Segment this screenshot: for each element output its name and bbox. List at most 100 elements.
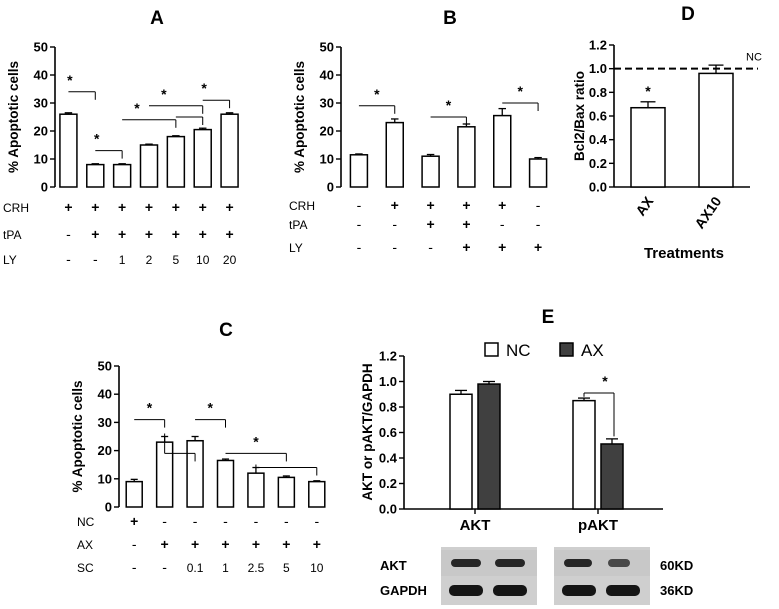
bar — [193, 128, 212, 188]
y-tick-label: 1.2 — [589, 38, 607, 53]
bar — [247, 472, 265, 508]
treatment-cell: + — [130, 513, 138, 529]
significance-mark: * — [67, 72, 73, 88]
y-tick-label: 40 — [320, 68, 334, 83]
treatment-cell: + — [145, 199, 153, 215]
treatment-row-label: LY — [3, 253, 17, 267]
treatment-cell: 0.1 — [187, 561, 204, 575]
treatment-cell: + — [225, 199, 233, 215]
y-tick-label: 20 — [320, 124, 334, 139]
treatment-row-label: NC — [77, 515, 95, 529]
panel-d: D 0.0 0.2 0.4 0.6 0.8 1.0 1.2 Bcl2/Bax ratio * NC A… — [572, 4, 762, 262]
y-tick-label: 0.6 — [379, 425, 397, 440]
treatment-cell: + — [91, 199, 99, 215]
treatment-row-label: tPA — [289, 218, 307, 232]
treatment-cell: + — [118, 226, 126, 242]
legend-label: AX — [581, 341, 604, 360]
significance-mark: * — [161, 86, 167, 102]
significance-mark: * — [253, 433, 259, 449]
treatment-cell: + — [462, 216, 470, 232]
y-tick-label: 1.2 — [379, 349, 397, 364]
y-tick-label: 50 — [34, 40, 48, 55]
treatment-cell: + — [498, 197, 506, 213]
bar — [220, 113, 239, 188]
y-tick-label: 0.2 — [589, 156, 607, 171]
y-tick-label: 0 — [41, 180, 48, 195]
y-tick-label: 0 — [327, 180, 334, 195]
akt-band — [564, 559, 592, 567]
panel-letter: E — [542, 307, 555, 328]
treatment-cell: + — [118, 199, 126, 215]
treatment-row-label: CRH — [3, 201, 29, 215]
treatment-cell: - — [66, 226, 71, 242]
bar — [698, 72, 734, 188]
treatment-cell: 20 — [223, 253, 237, 267]
treatment-cell: 5 — [283, 561, 290, 575]
bar — [493, 114, 512, 188]
treatment-row-label: CRH — [289, 199, 315, 213]
y-tick-label: 40 — [98, 387, 112, 402]
treatment-cell: 10 — [196, 253, 210, 267]
bar — [277, 476, 296, 508]
y-tick-label: 0.8 — [379, 400, 397, 415]
treatment-cell: 2.5 — [248, 561, 265, 575]
significance-mark: * — [201, 80, 207, 96]
bar — [528, 158, 548, 188]
treatment-cell: + — [534, 239, 542, 255]
treatment-cell: + — [462, 197, 470, 213]
panel-b: B 0 10 20 30 40 50 % Apoptotic cells * * * CRH - + + + +… — [289, 8, 548, 255]
bar — [385, 121, 404, 188]
treatment-cell: - — [132, 536, 137, 552]
significance-mark: * — [645, 83, 651, 99]
y-axis-label: Bcl2/Bax ratio — [572, 71, 587, 161]
panel-letter: A — [150, 8, 164, 29]
bar — [59, 113, 78, 188]
treatment-cell: + — [225, 226, 233, 242]
treatment-cell: + — [391, 197, 399, 213]
blot-size-label: 60KD — [660, 558, 693, 573]
significance-mark: * — [134, 100, 140, 116]
bar — [421, 155, 440, 188]
treatment-cell: - — [193, 513, 198, 529]
treatment-cell: - — [392, 216, 397, 232]
panel-a: A 0 10 20 30 40 50 % Apoptotic cells * * * * * CRH + + +… — [3, 8, 239, 267]
y-tick-label: 0.0 — [589, 180, 607, 195]
treatment-cell: + — [91, 226, 99, 242]
reference-line-label: NC — [746, 52, 762, 64]
gapdh-band — [606, 585, 640, 596]
bar — [186, 439, 204, 508]
bar — [216, 459, 235, 508]
bar — [449, 393, 473, 510]
treatment-cell: 5 — [173, 253, 180, 267]
significance-mark: * — [208, 400, 214, 416]
y-tick-label: 0.4 — [589, 132, 608, 147]
treatment-cell: - — [93, 251, 98, 267]
treatment-cell: 10 — [310, 561, 324, 575]
treatment-cell: - — [223, 513, 228, 529]
y-axis-label: AKT or pAKT/GAPDH — [360, 363, 375, 500]
y-tick-label: 0.0 — [379, 502, 397, 517]
panel-letter: C — [219, 320, 233, 341]
y-tick-label: 1.0 — [589, 61, 607, 76]
legend-swatch — [559, 342, 574, 357]
treatment-cell: + — [282, 536, 290, 552]
blot-size-label: 36KD — [660, 583, 693, 598]
y-tick-label: 10 — [98, 471, 112, 486]
bar — [166, 135, 186, 188]
bar — [600, 443, 624, 510]
bar — [630, 106, 666, 188]
treatment-cell: - — [536, 197, 541, 213]
x-tick-label: AX10 — [691, 193, 724, 231]
y-tick-label: 1.0 — [379, 374, 397, 389]
significance-mark: * — [94, 131, 100, 147]
bar — [572, 399, 596, 510]
x-tick-label: AKT — [460, 517, 491, 534]
x-tick-label: pAKT — [578, 517, 618, 534]
y-tick-label: 30 — [98, 415, 112, 430]
treatment-cell: - — [392, 239, 397, 255]
bar — [457, 126, 476, 188]
treatment-row-label: LY — [289, 241, 303, 255]
treatment-cell: + — [498, 239, 506, 255]
treatment-cell: - — [428, 239, 433, 255]
